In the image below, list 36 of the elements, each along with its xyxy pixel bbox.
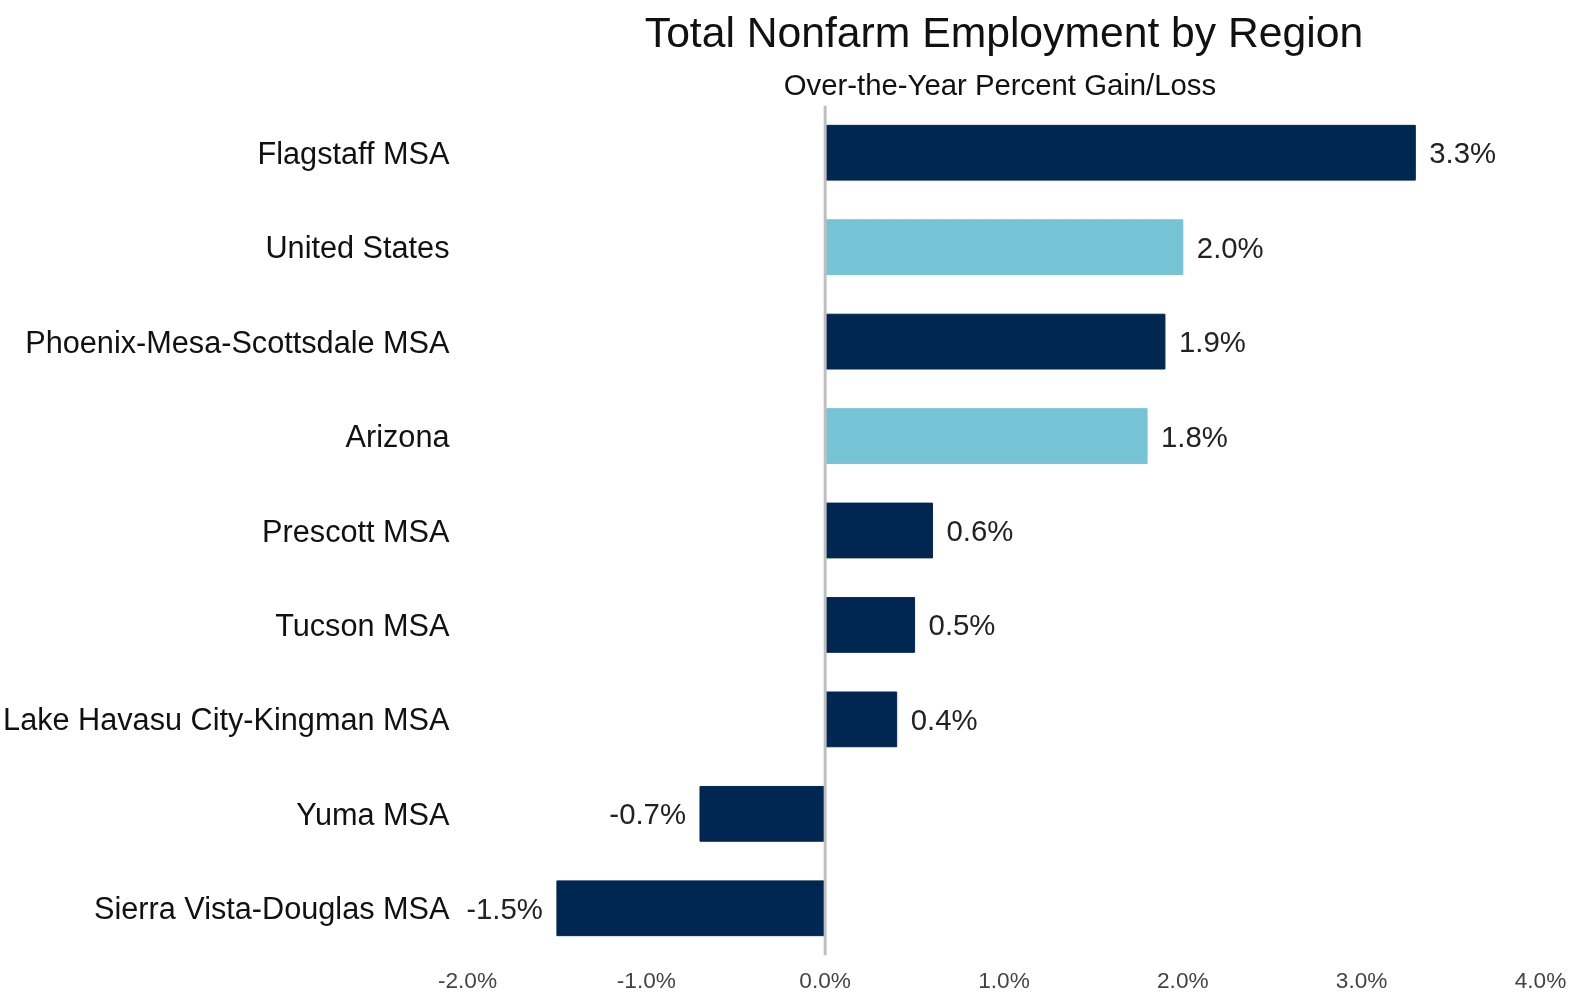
bar	[824, 124, 1416, 181]
y-tick-label: Flagstaff MSA	[257, 135, 451, 171]
data-label: -1.5%	[466, 891, 543, 925]
x-tick-label: 1.0%	[978, 966, 1030, 993]
x-tick-label: 0.0%	[799, 966, 851, 993]
x-tick-label: 4.0%	[1514, 966, 1567, 993]
x-tick-label: 2.0%	[1157, 966, 1209, 993]
y-tick-label: Phoenix-Mesa-Scottsdale MSA	[25, 324, 451, 359]
y-tick-label: United States	[265, 230, 450, 265]
chart-title: Total Nonfarm Employment by Region	[644, 7, 1364, 56]
y-tick-label: Sierra Vista-Douglas MSA	[93, 891, 451, 927]
y-tick-label: Prescott MSA	[262, 513, 451, 548]
bar	[824, 502, 933, 559]
chart-subtitle: Over-the-Year Percent Gain/Loss	[783, 67, 1217, 101]
bar	[824, 408, 1148, 464]
bar	[824, 313, 1166, 370]
y-tick-label: Arizona	[345, 419, 451, 454]
data-label: 0.5%	[928, 608, 996, 642]
data-label: 1.9%	[1178, 325, 1246, 359]
data-label: -0.7%	[609, 797, 686, 831]
y-tick-label: Tucson MSA	[275, 607, 451, 642]
bar	[699, 785, 826, 842]
bar	[824, 691, 898, 748]
bar	[824, 597, 916, 653]
y-tick-label: Yuma MSA	[296, 796, 451, 831]
data-label: 0.4%	[910, 702, 978, 736]
data-label: 1.8%	[1161, 419, 1228, 453]
bar	[824, 219, 1184, 276]
y-tick-label: Lake Havasu City-Kingman MSA	[3, 702, 451, 738]
x-tick-label: -1.0%	[616, 966, 676, 993]
x-tick-label: -2.0%	[437, 966, 498, 993]
data-label: 3.3%	[1429, 136, 1497, 170]
bar	[556, 880, 826, 937]
data-label: 2.0%	[1196, 230, 1264, 264]
x-tick-label: 3.0%	[1335, 966, 1388, 993]
data-label: 0.6%	[946, 514, 1014, 547]
